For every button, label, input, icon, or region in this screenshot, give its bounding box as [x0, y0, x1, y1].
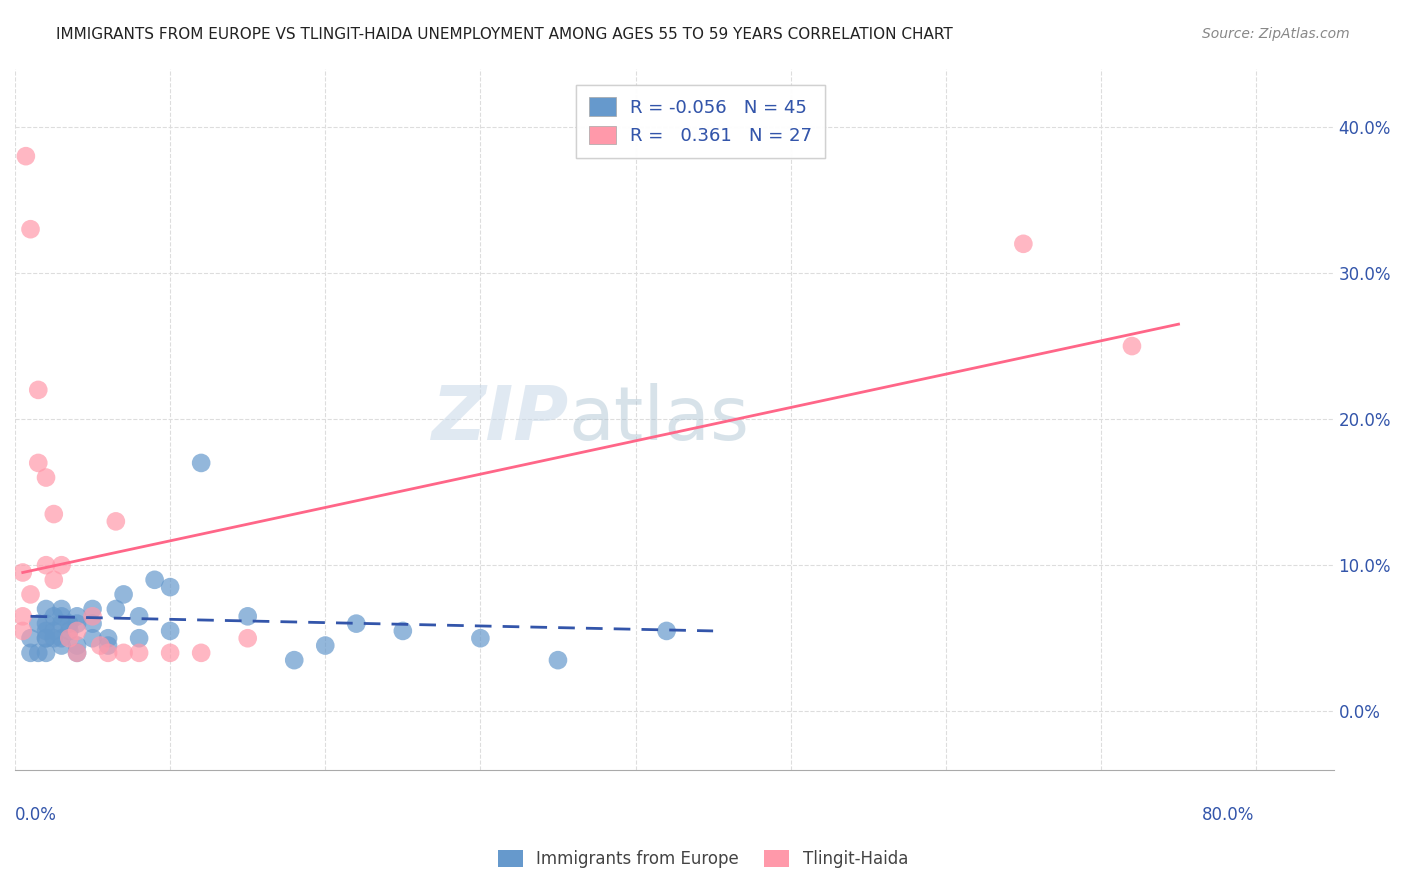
Point: [35, 646, 58, 660]
Point: [82, 602, 104, 616]
Point: [143, 573, 166, 587]
Text: atlas: atlas: [569, 383, 749, 456]
Point: [35, 602, 58, 616]
Point: [104, 514, 127, 528]
Point: [42, 507, 65, 521]
Point: [66, 646, 89, 660]
Point: [128, 646, 150, 660]
Point: [128, 632, 150, 646]
Point: [1121, 339, 1143, 353]
Point: [42, 573, 65, 587]
Point: [51, 602, 73, 616]
Point: [51, 632, 73, 646]
Point: [35, 632, 58, 646]
Point: [27, 646, 49, 660]
Point: [11, 624, 34, 638]
Point: [58, 632, 80, 646]
Point: [14, 149, 37, 163]
Point: [66, 624, 89, 638]
Point: [20, 632, 42, 646]
Point: [27, 616, 49, 631]
Point: [42, 609, 65, 624]
Point: [190, 456, 212, 470]
Point: [51, 616, 73, 631]
Point: [35, 470, 58, 484]
Point: [66, 646, 89, 660]
Point: [97, 639, 120, 653]
Point: [35, 558, 58, 573]
Point: [58, 624, 80, 638]
Legend: R = -0.056   N = 45, R =   0.361   N = 27: R = -0.056 N = 45, R = 0.361 N = 27: [576, 85, 825, 158]
Point: [66, 609, 89, 624]
Point: [112, 646, 135, 660]
Point: [35, 624, 58, 638]
Point: [283, 653, 305, 667]
Text: ZIP: ZIP: [432, 383, 569, 456]
Point: [27, 383, 49, 397]
Text: IMMIGRANTS FROM EUROPE VS TLINGIT-HAIDA UNEMPLOYMENT AMONG AGES 55 TO 59 YEARS C: IMMIGRANTS FROM EUROPE VS TLINGIT-HAIDA …: [56, 27, 953, 42]
Point: [104, 602, 127, 616]
Point: [159, 646, 181, 660]
Point: [11, 609, 34, 624]
Point: [82, 632, 104, 646]
Point: [51, 558, 73, 573]
Text: 80.0%: 80.0%: [1202, 806, 1254, 824]
Point: [236, 632, 259, 646]
Point: [655, 624, 678, 638]
Point: [66, 639, 89, 653]
Text: Source: ZipAtlas.com: Source: ZipAtlas.com: [1202, 27, 1350, 41]
Point: [1012, 236, 1035, 251]
Point: [392, 624, 415, 638]
Point: [20, 222, 42, 236]
Point: [112, 587, 135, 601]
Point: [42, 632, 65, 646]
Point: [58, 616, 80, 631]
Point: [314, 639, 336, 653]
Point: [344, 616, 367, 631]
Point: [547, 653, 569, 667]
Point: [97, 646, 120, 660]
Point: [35, 616, 58, 631]
Point: [20, 587, 42, 601]
Point: [82, 616, 104, 631]
Point: [66, 616, 89, 631]
Point: [11, 566, 34, 580]
Point: [27, 456, 49, 470]
Point: [42, 624, 65, 638]
Point: [236, 609, 259, 624]
Point: [82, 609, 104, 624]
Point: [51, 609, 73, 624]
Text: 0.0%: 0.0%: [15, 806, 56, 824]
Point: [190, 646, 212, 660]
Point: [159, 580, 181, 594]
Point: [470, 632, 492, 646]
Point: [128, 609, 150, 624]
Point: [35, 632, 58, 646]
Point: [20, 646, 42, 660]
Point: [51, 639, 73, 653]
Point: [97, 632, 120, 646]
Point: [159, 624, 181, 638]
Legend: Immigrants from Europe, Tlingit-Haida: Immigrants from Europe, Tlingit-Haida: [492, 843, 914, 875]
Point: [89, 639, 111, 653]
